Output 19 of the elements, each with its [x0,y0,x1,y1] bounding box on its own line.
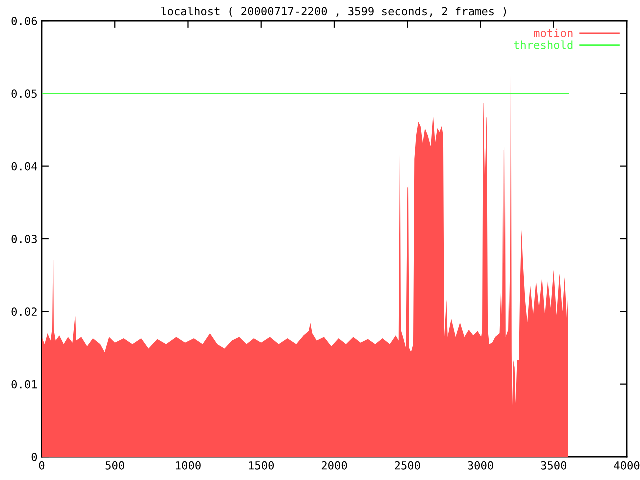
x-tick-label: 3000 [468,461,494,470]
y-tick-label: 0.01 [12,380,38,389]
y-tick-label: 0 [32,453,38,462]
legend-label: threshold [514,40,573,50]
x-tick-label: 0 [39,461,45,470]
y-tick-label: 0.04 [12,162,38,171]
y-tick-label: 0.06 [12,17,38,26]
x-tick-label: 2000 [322,461,348,470]
y-tick-label: 0.02 [12,308,37,316]
y-tick-label: 0.03 [12,235,37,244]
x-tick-label: 1500 [249,461,274,470]
x-tick-label: 2500 [395,461,420,470]
y-tick-label: 0.05 [12,90,37,98]
legend-label: motion [534,28,573,38]
x-tick-label: 3500 [541,461,567,470]
x-tick-label: 500 [106,461,124,470]
x-tick-label: 1000 [176,461,201,470]
x-tick-label: 4000 [614,461,640,470]
chart-title: localhost ( 20000717-2200 , 3599 seconds, 2 frames ) [161,6,506,17]
